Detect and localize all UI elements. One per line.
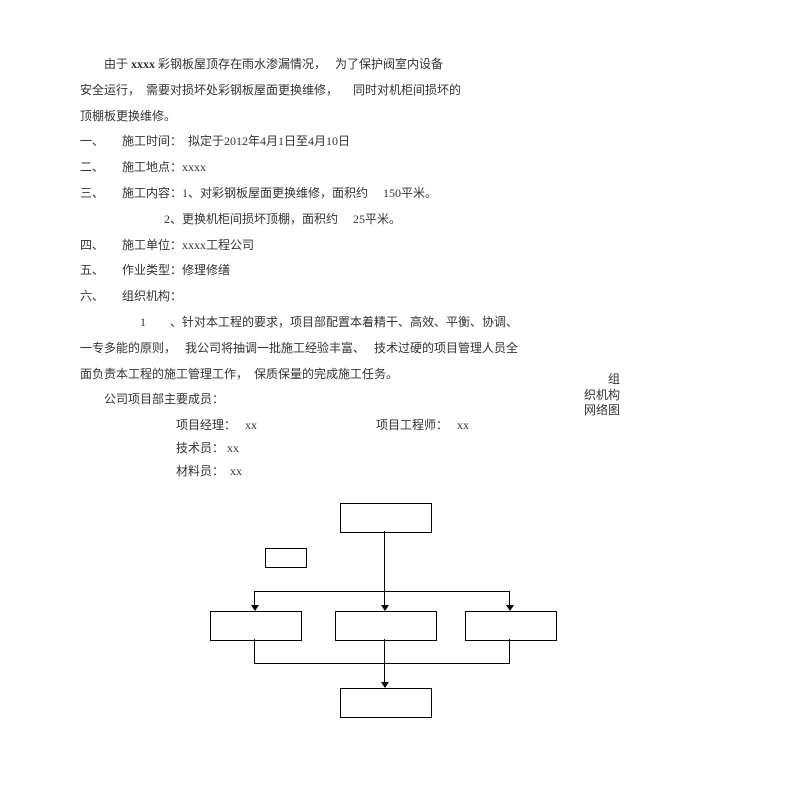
tech: 技术员： xx [176,437,376,460]
item-6: 六、 组织机构： [80,285,730,308]
mat-val: xx [230,464,242,478]
member-row-1: 项目经理： xx 项目工程师： xx [176,414,730,437]
flowchart-line [384,663,385,682]
org-chart-diagram [210,503,570,733]
flowchart-line [509,591,510,605]
members-title: 公司项目部主要成员： [80,388,730,411]
tech-label: 技术员： [176,441,224,455]
side-l2: 织机构 [584,388,620,404]
mat: 材料员： xx [176,460,376,483]
intro-2c: 同时对机柜间损坏的 [353,83,461,97]
flowchart-box [210,611,302,641]
flowchart-line [384,531,385,591]
org-p2a: 一专多能的原则， [80,341,176,355]
item-2: 二、 施工地点：xxxx [80,156,730,179]
side-l3: 网络图 [584,403,620,419]
item-5: 五、 作业类型：修理修缮 [80,259,730,282]
flowchart-box [335,611,437,641]
members-block: 项目经理： xx 项目工程师： xx 技术员： xx 材料员： xx [176,414,730,482]
flowchart-box [340,503,432,533]
flowchart-box [340,688,432,718]
flowchart-line [384,591,385,605]
org-p2b: 我公司将抽调一批施工经验丰富、 [185,341,365,355]
item-1: 一、 施工时间： 拟定于2012年4月1日至4月10日 [80,130,730,153]
flowchart-line [509,639,510,663]
item-4: 四、 施工单位：xxxx工程公司 [80,234,730,257]
intro-2b: 需要对损坏处彩钢板屋面更换维修， [146,83,338,97]
org-p3: 面负责本工程的施工管理工作， 保质保量的完成施工任务。 [80,363,730,386]
member-row-2: 技术员： xx [176,437,730,460]
intro-line-2: 安全运行， 需要对损坏处彩钢板屋面更换维修， 同时对机柜间损坏的 [80,79,730,102]
document-page: 由于 xxxx 彩钢板屋顶存在雨水渗漏情况， 为了保护阀室内设备 安全运行， 需… [0,0,800,753]
pe-label: 项目工程师： [376,418,448,432]
flowchart-line [254,591,255,605]
flowchart-line [254,663,510,664]
org-p3b: 保质保量的完成施工任务。 [254,367,398,381]
intro-1a: 由于 [104,57,128,71]
intro-1b: xxxx [131,57,155,71]
flowchart-line [384,639,385,663]
item-3: 三、 施工内容：1、对彩钢板屋面更换维修，面积约 150平米。 [80,182,730,205]
pm-label: 项目经理： [176,418,236,432]
pe: 项目工程师： xx [376,414,469,437]
org-p1: 1 、针对本工程的要求，项目部配置本着精干、高效、平衡、协调、 [80,311,730,334]
arrow-down-icon [506,605,514,611]
intro-1c: 彩钢板屋顶存在雨水渗漏情况， [158,57,326,71]
pm-val: xx [245,418,257,432]
item-3-sub: 2、更换机柜间损坏顶棚，面积约 25平米。 [80,208,730,231]
intro-line-1: 由于 xxxx 彩钢板屋顶存在雨水渗漏情况， 为了保护阀室内设备 [80,53,730,76]
mat-label: 材料员： [176,464,224,478]
side-label: 组 织机构 网络图 [584,372,620,419]
intro-2a: 安全运行， [80,83,140,97]
arrow-down-icon [381,605,389,611]
intro-line-3: 顶棚板更换维修。 [80,105,730,128]
org-p2c: 技术过硬的项目管理人员全 [374,341,518,355]
flowchart-box [465,611,557,641]
pe-val: xx [457,418,469,432]
member-row-3: 材料员： xx [176,460,730,483]
org-p3a: 面负责本工程的施工管理工作， [80,367,248,381]
intro-1d: 为了保护阀室内设备 [335,57,443,71]
flowchart-box [265,548,307,568]
flowchart-line [254,591,510,592]
pm: 项目经理： xx [176,414,376,437]
flowchart-line [254,639,255,663]
org-p2: 一专多能的原则， 我公司将抽调一批施工经验丰富、 技术过硬的项目管理人员全 [80,337,730,360]
arrow-down-icon [381,682,389,688]
side-l1: 组 [608,372,620,386]
arrow-down-icon [251,605,259,611]
tech-val: xx [227,441,239,455]
